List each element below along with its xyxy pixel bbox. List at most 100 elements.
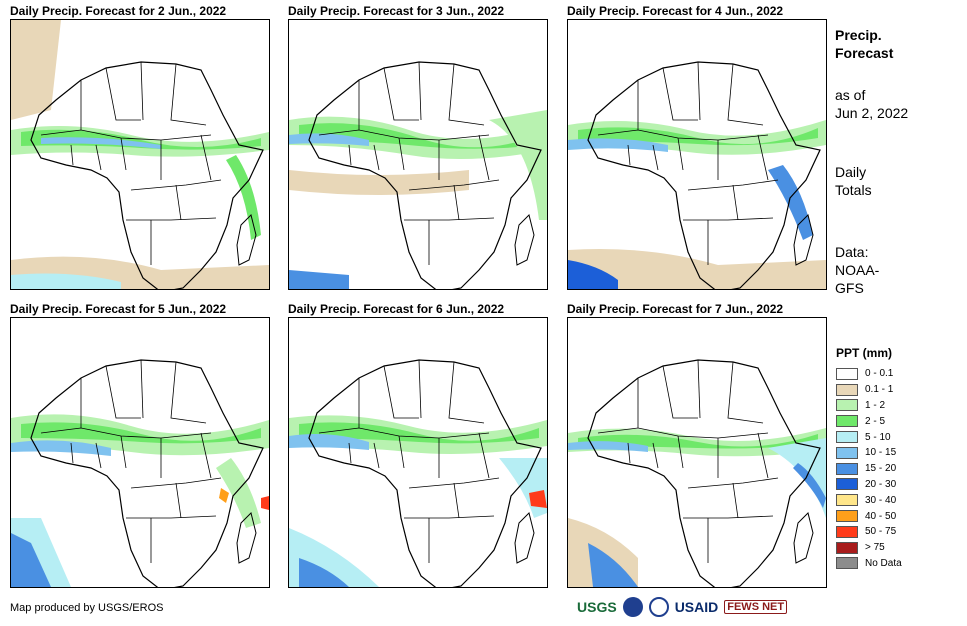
- country-border: [404, 515, 495, 519]
- country-border: [120, 435, 127, 469]
- panel-title: Daily Precip. Forecast for 4 Jun., 2022: [567, 4, 784, 18]
- country-border: [105, 365, 141, 419]
- precip-area: [768, 165, 813, 240]
- coastline: [30, 359, 264, 587]
- legend-swatch: [836, 415, 858, 428]
- forecast-panel-day5: Daily Precip. Forecast for 6 Jun., 2022: [288, 302, 548, 588]
- side-title: Precip. Forecast: [835, 26, 893, 62]
- country-border: [130, 477, 222, 489]
- country-border: [383, 365, 419, 419]
- legend-item: 5 - 10: [836, 429, 902, 445]
- africa-map-svg: [568, 359, 826, 587]
- precip-map: [10, 317, 270, 588]
- legend-item: 30 - 40: [836, 492, 902, 508]
- legend-swatch: [836, 510, 858, 523]
- side-title-line2: Forecast: [835, 45, 894, 61]
- fews-net-logo: FEWS NET: [724, 600, 788, 614]
- legend-swatch: [836, 525, 858, 538]
- legend-swatch: [836, 494, 858, 507]
- legend-swatch: [836, 478, 858, 491]
- country-border: [453, 184, 460, 221]
- map-credit: Map produced by USGS/EROS: [10, 602, 164, 614]
- country-border: [418, 359, 422, 419]
- precip-area: [768, 438, 826, 518]
- legend-item: No Data: [836, 556, 902, 572]
- legend-swatch: [836, 446, 858, 459]
- country-border: [683, 515, 774, 519]
- country-border: [70, 144, 74, 166]
- country-border: [448, 63, 485, 126]
- precip-area: [11, 20, 61, 120]
- legend-label: 0 - 0.1: [865, 368, 894, 380]
- data-line2: NOAA-: [835, 262, 880, 278]
- precip-map: [288, 317, 548, 588]
- precip-area: [588, 543, 638, 587]
- country-border: [627, 442, 631, 464]
- legend-item: > 75: [836, 540, 902, 556]
- country-border: [727, 63, 764, 126]
- country-border: [95, 144, 102, 171]
- legend-item: 2 - 5: [836, 413, 902, 429]
- precip-area: [793, 463, 826, 508]
- data-line1: Data:: [835, 244, 869, 260]
- africa-map-svg: [289, 359, 547, 587]
- country-border: [697, 359, 701, 419]
- usaid-logo: USAID: [674, 599, 719, 615]
- country-border: [478, 134, 490, 181]
- legend-label: 10 - 15: [865, 447, 897, 459]
- precip-area: [568, 260, 618, 289]
- legend-item: 40 - 50: [836, 508, 902, 524]
- legend-label: No Data: [865, 557, 902, 569]
- country-border: [677, 435, 684, 469]
- country-border: [348, 442, 352, 464]
- country-border: [373, 442, 380, 469]
- forecast-panel-day3: Daily Precip. Forecast for 4 Jun., 2022: [567, 4, 827, 290]
- legend-label: 15 - 20: [865, 463, 897, 475]
- precip-area: [499, 458, 547, 518]
- precip-map: [288, 19, 548, 290]
- country-border: [448, 361, 485, 424]
- madagascar-outline: [793, 512, 814, 564]
- country-border: [398, 137, 405, 171]
- precip-area: [489, 110, 547, 220]
- as-of-line1: as of: [835, 87, 866, 103]
- legend-title: PPT (mm): [836, 346, 893, 360]
- precip-area: [261, 496, 269, 510]
- data-source: Data: NOAA- GFS: [835, 243, 879, 297]
- forecast-panel-day2: Daily Precip. Forecast for 3 Jun., 2022: [288, 4, 548, 290]
- precip-area: [289, 270, 349, 289]
- totals-line1: Daily: [835, 164, 867, 180]
- precip-area: [41, 137, 161, 149]
- country-border: [408, 179, 500, 191]
- legend-swatch: [836, 431, 858, 444]
- africa-map-svg: [289, 61, 547, 289]
- country-border: [70, 442, 74, 464]
- legend-swatch: [836, 541, 858, 554]
- country-border: [126, 217, 217, 221]
- coastline: [587, 61, 821, 289]
- country-border: [757, 432, 769, 479]
- legend-swatch: [836, 367, 858, 380]
- precip-area: [289, 133, 369, 146]
- country-border: [687, 477, 779, 489]
- legend-item: 0.1 - 1: [836, 382, 902, 398]
- country-border: [727, 361, 764, 424]
- forecast-panel-day6: Daily Precip. Forecast for 7 Jun., 2022: [567, 302, 827, 588]
- country-border: [683, 217, 774, 221]
- country-border: [662, 67, 698, 121]
- country-border: [175, 482, 182, 519]
- legend-item: 1 - 2: [836, 398, 902, 414]
- precip-area: [11, 440, 111, 456]
- country-border: [677, 137, 684, 171]
- precip-area: [568, 249, 826, 289]
- legend-item: 15 - 20: [836, 461, 902, 477]
- noaa-logo: [622, 597, 643, 617]
- usgs-logo: USGS: [577, 599, 617, 615]
- panel-title: Daily Precip. Forecast for 2 Jun., 2022: [10, 4, 227, 18]
- precip-area: [21, 129, 261, 150]
- country-border: [732, 184, 739, 221]
- country-border: [140, 359, 144, 419]
- precip-area: [299, 558, 349, 587]
- data-line3: GFS: [835, 280, 864, 296]
- precip-map: [567, 317, 827, 588]
